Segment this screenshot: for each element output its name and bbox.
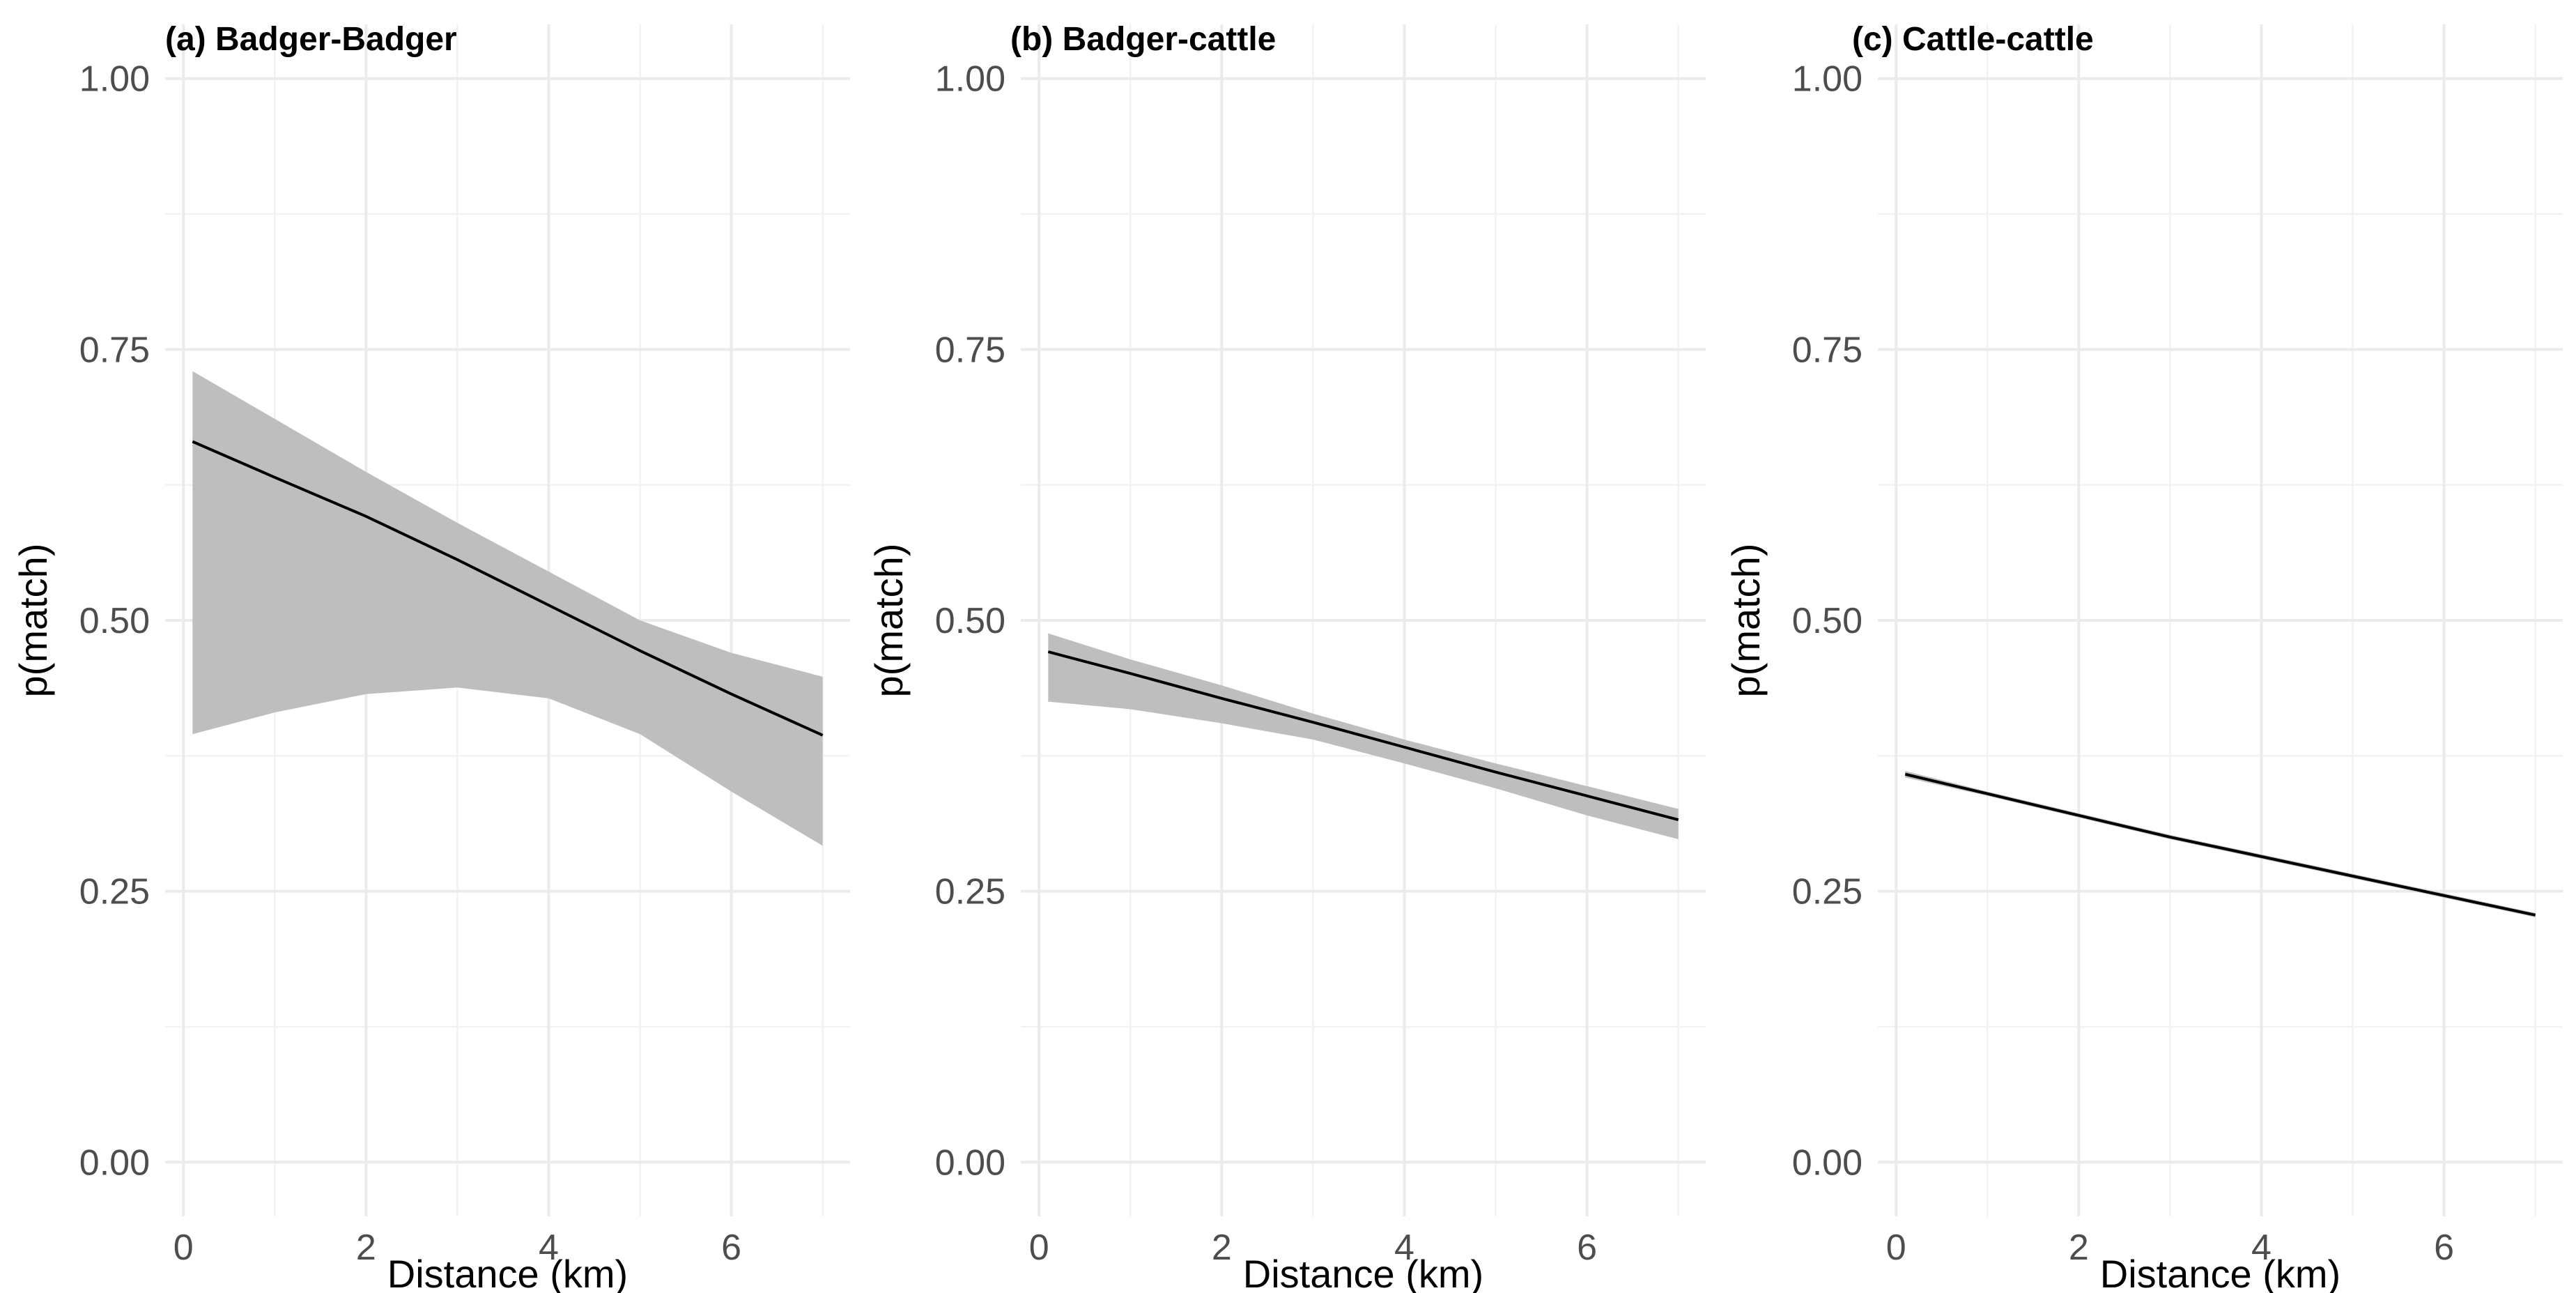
y-tick-label: 0.75 — [79, 330, 150, 370]
panel-title: (c) Cattle-cattle — [1852, 21, 2094, 58]
chart-panel-3: 0.00 0.25 0.50 0.75 1.00 0 2 4 6 Distance (km) p(m… — [1724, 21, 2563, 1293]
y-axis-label: p(match) — [11, 544, 55, 698]
chart-panel-2: 0.00 0.25 0.50 0.75 1.00 0 2 4 6 Distance (km) p(m… — [867, 21, 1706, 1293]
confidence-ribbon — [192, 371, 823, 846]
y-tick-label: 1.00 — [79, 59, 150, 100]
fitted-line — [1904, 772, 2536, 917]
chart-panel-1: 0.00 0.25 0.50 0.75 1.00 0 2 4 6 Distance (km) p(m… — [11, 21, 850, 1293]
panel-title: (a) Badger-Badger — [165, 21, 457, 58]
y-tick-label: 0.75 — [1792, 330, 1862, 370]
y-tick-label: 0.50 — [79, 601, 150, 641]
y-tick-label: 1.00 — [1792, 59, 1862, 100]
x-tick-label: 0 — [1886, 1227, 1906, 1268]
y-axis-label: p(match) — [867, 544, 911, 698]
y-tick-label: 0.00 — [1792, 1142, 1862, 1183]
panel-title: (b) Badger-cattle — [1010, 21, 1276, 58]
x-tick-label: 4 — [1394, 1227, 1414, 1268]
x-axis-label: Distance (km) — [387, 1252, 628, 1293]
fitted-line — [192, 440, 824, 737]
y-axis-label: p(match) — [1724, 544, 1768, 698]
y-tick-label: 0.00 — [935, 1142, 1005, 1183]
y-tick-label: 1.00 — [935, 59, 1005, 100]
x-tick-label: 2 — [1212, 1227, 1232, 1268]
y-tick-label: 0.25 — [935, 872, 1005, 912]
y-tick-label: 0.25 — [79, 872, 150, 912]
y-tick-label: 0.00 — [79, 1142, 150, 1183]
y-tick-label: 0.50 — [935, 601, 1005, 641]
x-tick-label: 2 — [2069, 1227, 2089, 1268]
y-tick-label: 0.75 — [935, 330, 1005, 370]
y-tick-label: 0.25 — [1792, 872, 1862, 912]
x-tick-label: 0 — [1029, 1227, 1049, 1268]
x-tick-label: 4 — [2251, 1227, 2272, 1268]
x-axis-label: Distance (km) — [1243, 1252, 1483, 1293]
x-tick-label: 0 — [173, 1227, 194, 1268]
y-tick-label: 0.50 — [1792, 601, 1862, 641]
x-tick-label: 6 — [2434, 1227, 2454, 1268]
x-tick-label: 6 — [1577, 1227, 1597, 1268]
fitted-line — [1047, 650, 1679, 821]
x-tick-label: 6 — [721, 1227, 741, 1268]
x-tick-label: 2 — [356, 1227, 376, 1268]
x-tick-label: 4 — [539, 1227, 559, 1268]
x-axis-label: Distance (km) — [2100, 1252, 2340, 1293]
